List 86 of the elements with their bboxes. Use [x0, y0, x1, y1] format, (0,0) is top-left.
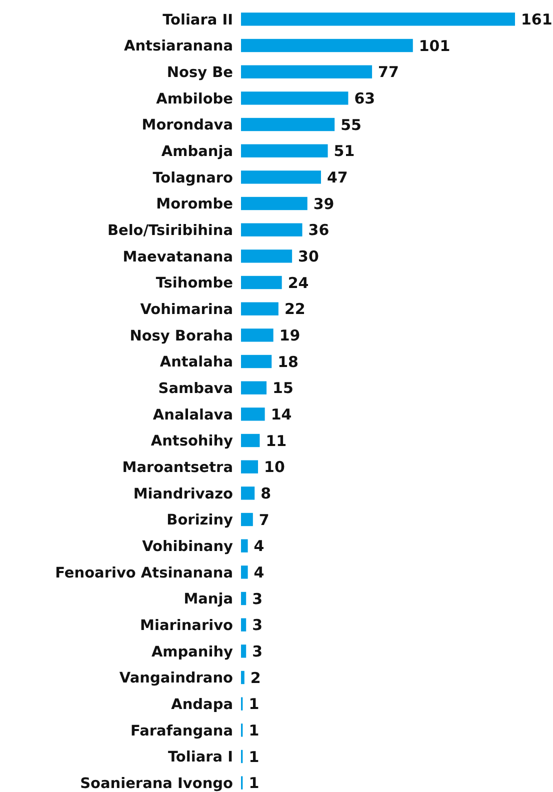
y-tick-label: Toliara II: [162, 12, 233, 28]
bar: [241, 592, 246, 606]
bar: [241, 250, 292, 263]
data-label: 3: [252, 642, 263, 661]
data-label: 22: [284, 300, 306, 318]
y-tick-label: Boriziny: [166, 512, 234, 529]
y-tick-label: Belo/Tsiribihina: [107, 223, 233, 240]
y-tick-label: Soanierana Ivongo: [80, 776, 234, 792]
y-tick-label: Ambanja: [161, 144, 233, 160]
bar: [241, 381, 267, 394]
y-tick-label: Toliara I: [168, 750, 233, 766]
bar: [241, 196, 308, 210]
bar: [241, 170, 321, 184]
data-label: 55: [340, 116, 362, 134]
y-tick-label: Manja: [184, 592, 233, 608]
y-tick-label: Vohimarina: [140, 302, 233, 318]
bar: [241, 144, 328, 158]
y-tick-label: Ampanihy: [151, 644, 234, 660]
data-label: 3: [252, 590, 263, 608]
y-tick-label: Farafangana: [130, 723, 233, 740]
data-label: 11: [266, 432, 287, 450]
data-label: 77: [378, 63, 399, 82]
bar: [241, 276, 282, 290]
y-tick-label: Miandrivazo: [133, 486, 234, 502]
bar: [241, 328, 274, 342]
y-tick-label: Maroantsetra: [122, 460, 233, 476]
y-tick-label: Nosy Boraha: [130, 328, 233, 344]
y-tick-label: Antsiaranana: [124, 38, 233, 55]
y-tick-label: Vohibinany: [142, 539, 234, 556]
bar: [241, 566, 248, 579]
data-label: 1: [248, 695, 260, 714]
y-tick-label: Fenoarivo Atsinanana: [55, 565, 233, 582]
bar: [241, 670, 244, 684]
y-tick-label: Tsihombe: [156, 276, 234, 292]
data-label: 24: [288, 274, 309, 292]
data-label: 14: [270, 406, 292, 424]
data-label: 63: [354, 90, 376, 108]
bar: [241, 38, 413, 52]
data-label: 39: [313, 194, 334, 213]
data-label: 101: [418, 36, 450, 55]
data-label: 18: [278, 352, 299, 371]
data-label: 1: [248, 774, 260, 792]
bar: [241, 65, 372, 78]
bar: [241, 118, 335, 132]
data-label: 2: [250, 668, 261, 687]
data-label: 19: [279, 326, 300, 345]
bar: [241, 644, 246, 658]
bar: [241, 460, 258, 474]
y-tick-label: Sambava: [158, 381, 233, 398]
bar: [241, 302, 278, 316]
y-tick-label: Antsohihy: [150, 434, 234, 450]
bar: [241, 486, 255, 500]
data-label: 51: [334, 142, 355, 160]
bar: [241, 12, 515, 26]
bar: [241, 408, 265, 421]
data-label: 36: [308, 221, 330, 240]
data-label: 7: [258, 510, 270, 529]
data-label: 10: [264, 458, 285, 476]
data-label: 30: [298, 248, 319, 266]
data-label: 1: [248, 722, 260, 740]
data-label: 1: [248, 748, 260, 766]
data-label: 15: [272, 379, 294, 398]
data-label: 4: [254, 537, 264, 556]
y-tick-label: Tolagnaro: [152, 170, 234, 186]
y-tick-label: Morondava: [142, 118, 233, 134]
y-tick-label: Antalaha: [160, 354, 233, 371]
data-label: 3: [252, 616, 263, 634]
bar: [241, 539, 248, 552]
bar: [241, 618, 246, 632]
bar: [241, 223, 302, 236]
data-label: 4: [254, 564, 264, 582]
data-label: 161: [521, 10, 552, 29]
bar: [241, 354, 272, 368]
y-tick-label: Maevatanana: [122, 249, 233, 266]
y-tick-label: Ambilobe: [156, 91, 234, 108]
y-tick-label: Nosy Be: [166, 65, 234, 82]
bar: [241, 512, 253, 526]
data-label: 47: [326, 168, 348, 187]
data-label: 8: [260, 484, 272, 503]
bar: [241, 92, 348, 105]
y-tick-label: Morombe: [156, 196, 234, 213]
y-tick-label: Andapa: [171, 697, 233, 714]
y-tick-label: Analalava: [152, 407, 233, 424]
bar: [241, 434, 260, 448]
y-tick-label: Vangaindrano: [119, 670, 234, 687]
y-tick-label: Miarinarivo: [140, 618, 234, 634]
